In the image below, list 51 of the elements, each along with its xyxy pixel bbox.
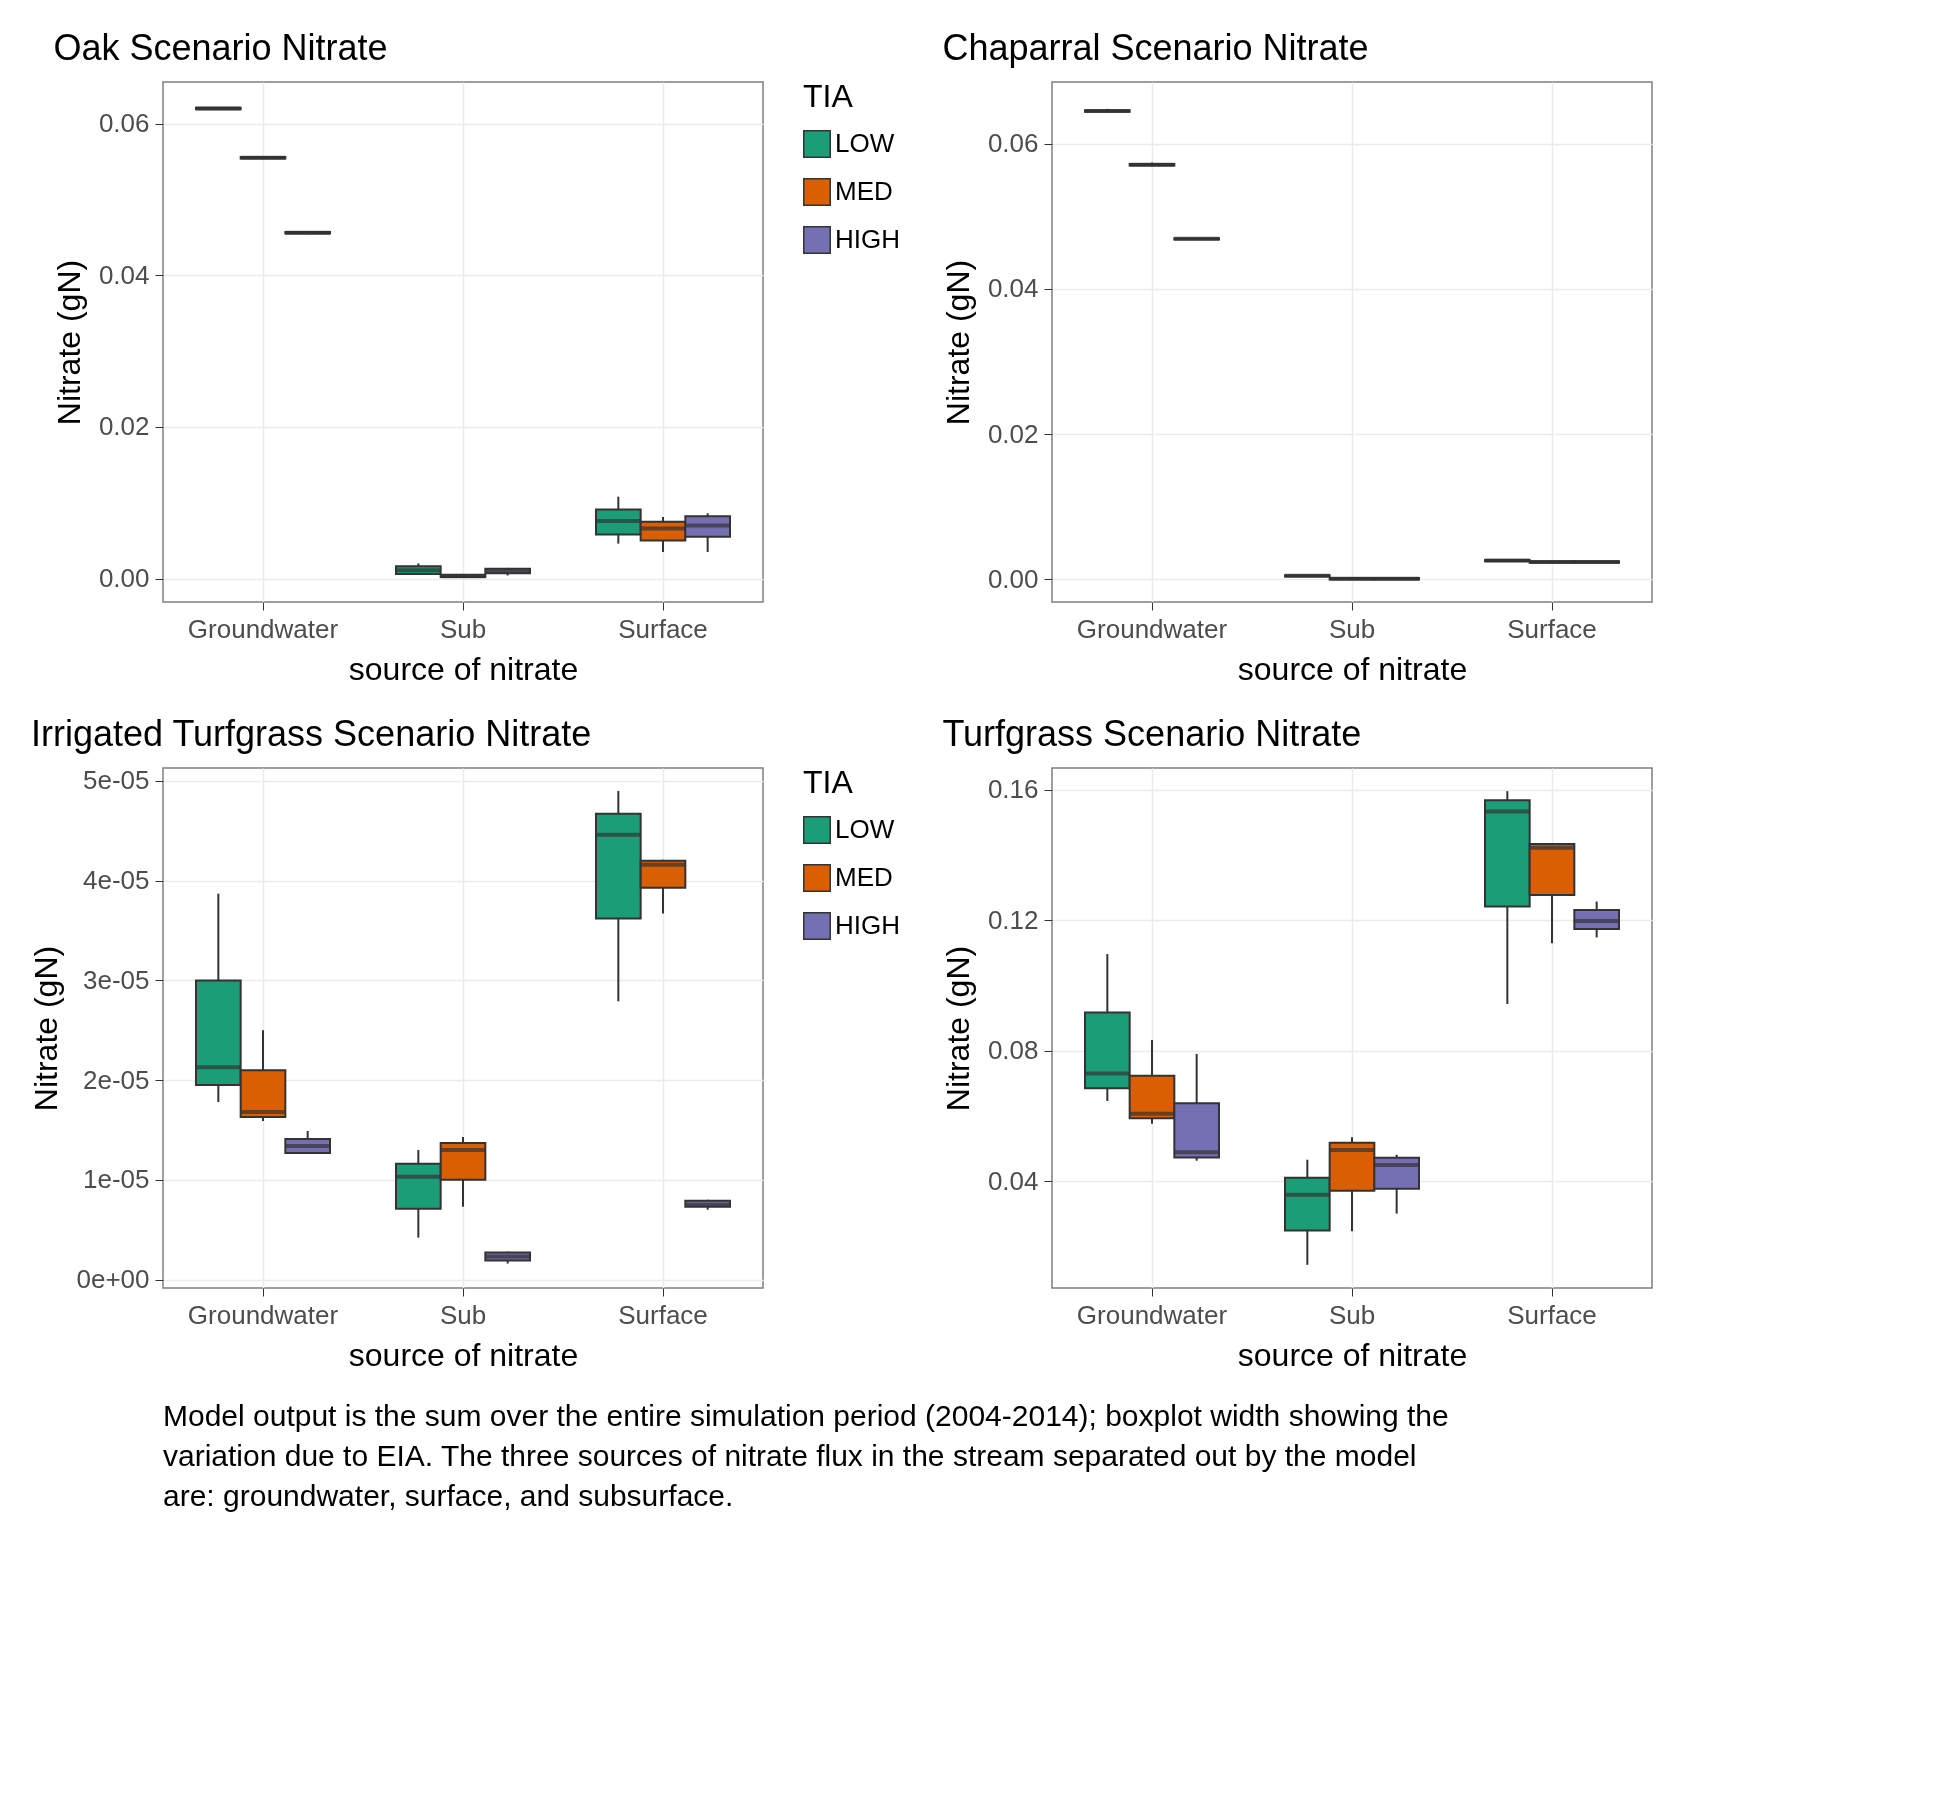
y-tick-label: 0.06 [98,108,150,139]
y-tick-label: 0.06 [987,128,1039,159]
y-tick-label: 0e+00 [76,1264,150,1295]
x-tick-label: Sub [1328,1299,1376,1330]
chart-title: Oak Scenario Nitrate [53,27,388,68]
x-tick-label: Sub [439,1299,487,1330]
y-axis-title: Nitrate (gN) [28,945,65,1112]
y-tick-label: 0.04 [987,273,1039,304]
y-tick-label: 3e-05 [83,964,150,995]
legend-label: HIGH [835,224,900,254]
x-tick-label: Sub [439,613,487,644]
y-tick-label: 0.02 [987,418,1039,449]
x-axis-title: source of nitrate [348,1336,579,1373]
y-tick-label: 5e-05 [83,765,150,796]
legend-label: LOW [835,814,895,844]
x-axis-title: source of nitrate [1237,650,1468,687]
y-axis-title: Nitrate (gN) [939,259,976,426]
chart-title: Turfgrass Scenario Nitrate [942,713,1362,754]
y-tick-label: 0.04 [987,1165,1039,1196]
y-axis-title: Nitrate (gN) [50,259,87,426]
x-tick-label: Groundwater [1076,613,1228,644]
text: Model output is the sum over the entire simulation period (2004-2014); boxplot width showing the variation due to EIA. The three sources of nitrate flux in the stream separated out by the model are: groundwater, surface, and subsurface. [163,1399,1449,1512]
x-tick-label: Groundwater [187,613,339,644]
x-tick-label: Groundwater [187,1299,339,1330]
x-tick-label: Groundwater [1076,1299,1228,1330]
legend-label: MED [835,176,893,206]
x-tick-label: Surface [618,1299,708,1330]
y-axis-title: Nitrate (gN) [939,945,976,1112]
y-tick-label: 2e-05 [83,1064,150,1095]
y-tick-label: 0.00 [987,563,1039,594]
x-tick-label: Surface [1507,613,1597,644]
legend-title: TIA [803,78,854,114]
x-axis-title: source of nitrate [1237,1336,1468,1373]
x-tick-label: Sub [1328,613,1376,644]
chart-title: Chaparral Scenario Nitrate [942,27,1369,68]
y-tick-label: 0.12 [987,904,1039,935]
y-tick-label: 4e-05 [83,865,150,896]
y-tick-label: 0.04 [98,259,150,290]
legend-title: TIA [803,764,854,800]
y-tick-label: 0.00 [98,563,150,593]
y-tick-label: 0.02 [98,411,150,442]
legend-label: MED [835,862,893,892]
legend-label: LOW [835,128,895,158]
y-tick-label: 0.16 [987,774,1039,805]
x-tick-label: Surface [1507,1299,1597,1330]
chart-title: Irrigated Turfgrass Scenario Nitrate [30,712,592,754]
legend-label: HIGH [835,910,900,940]
x-axis-title: source of nitrate [348,650,579,687]
y-tick-label: 1e-05 [83,1164,150,1195]
y-tick-label: 0.08 [987,1035,1039,1066]
x-tick-label: Surface [618,613,708,644]
